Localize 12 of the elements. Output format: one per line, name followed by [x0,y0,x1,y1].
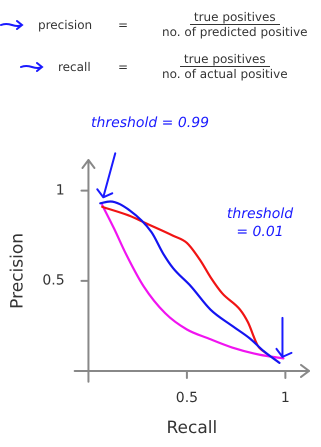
y-axis-title: Precision [8,232,28,309]
text: no. of predicted positive [161,25,309,39]
text: true positives [180,52,270,67]
text: precision [38,18,94,32]
text: no. of actual positive [161,67,289,81]
text: = [118,18,130,32]
text: true positives [190,10,280,25]
x-axis-title: Recall [166,418,218,438]
text: recall [58,60,92,74]
text: threshold = 0.99 [90,115,210,131]
annotation: threshold = 0.01 [226,206,294,240]
text: = [118,60,130,74]
